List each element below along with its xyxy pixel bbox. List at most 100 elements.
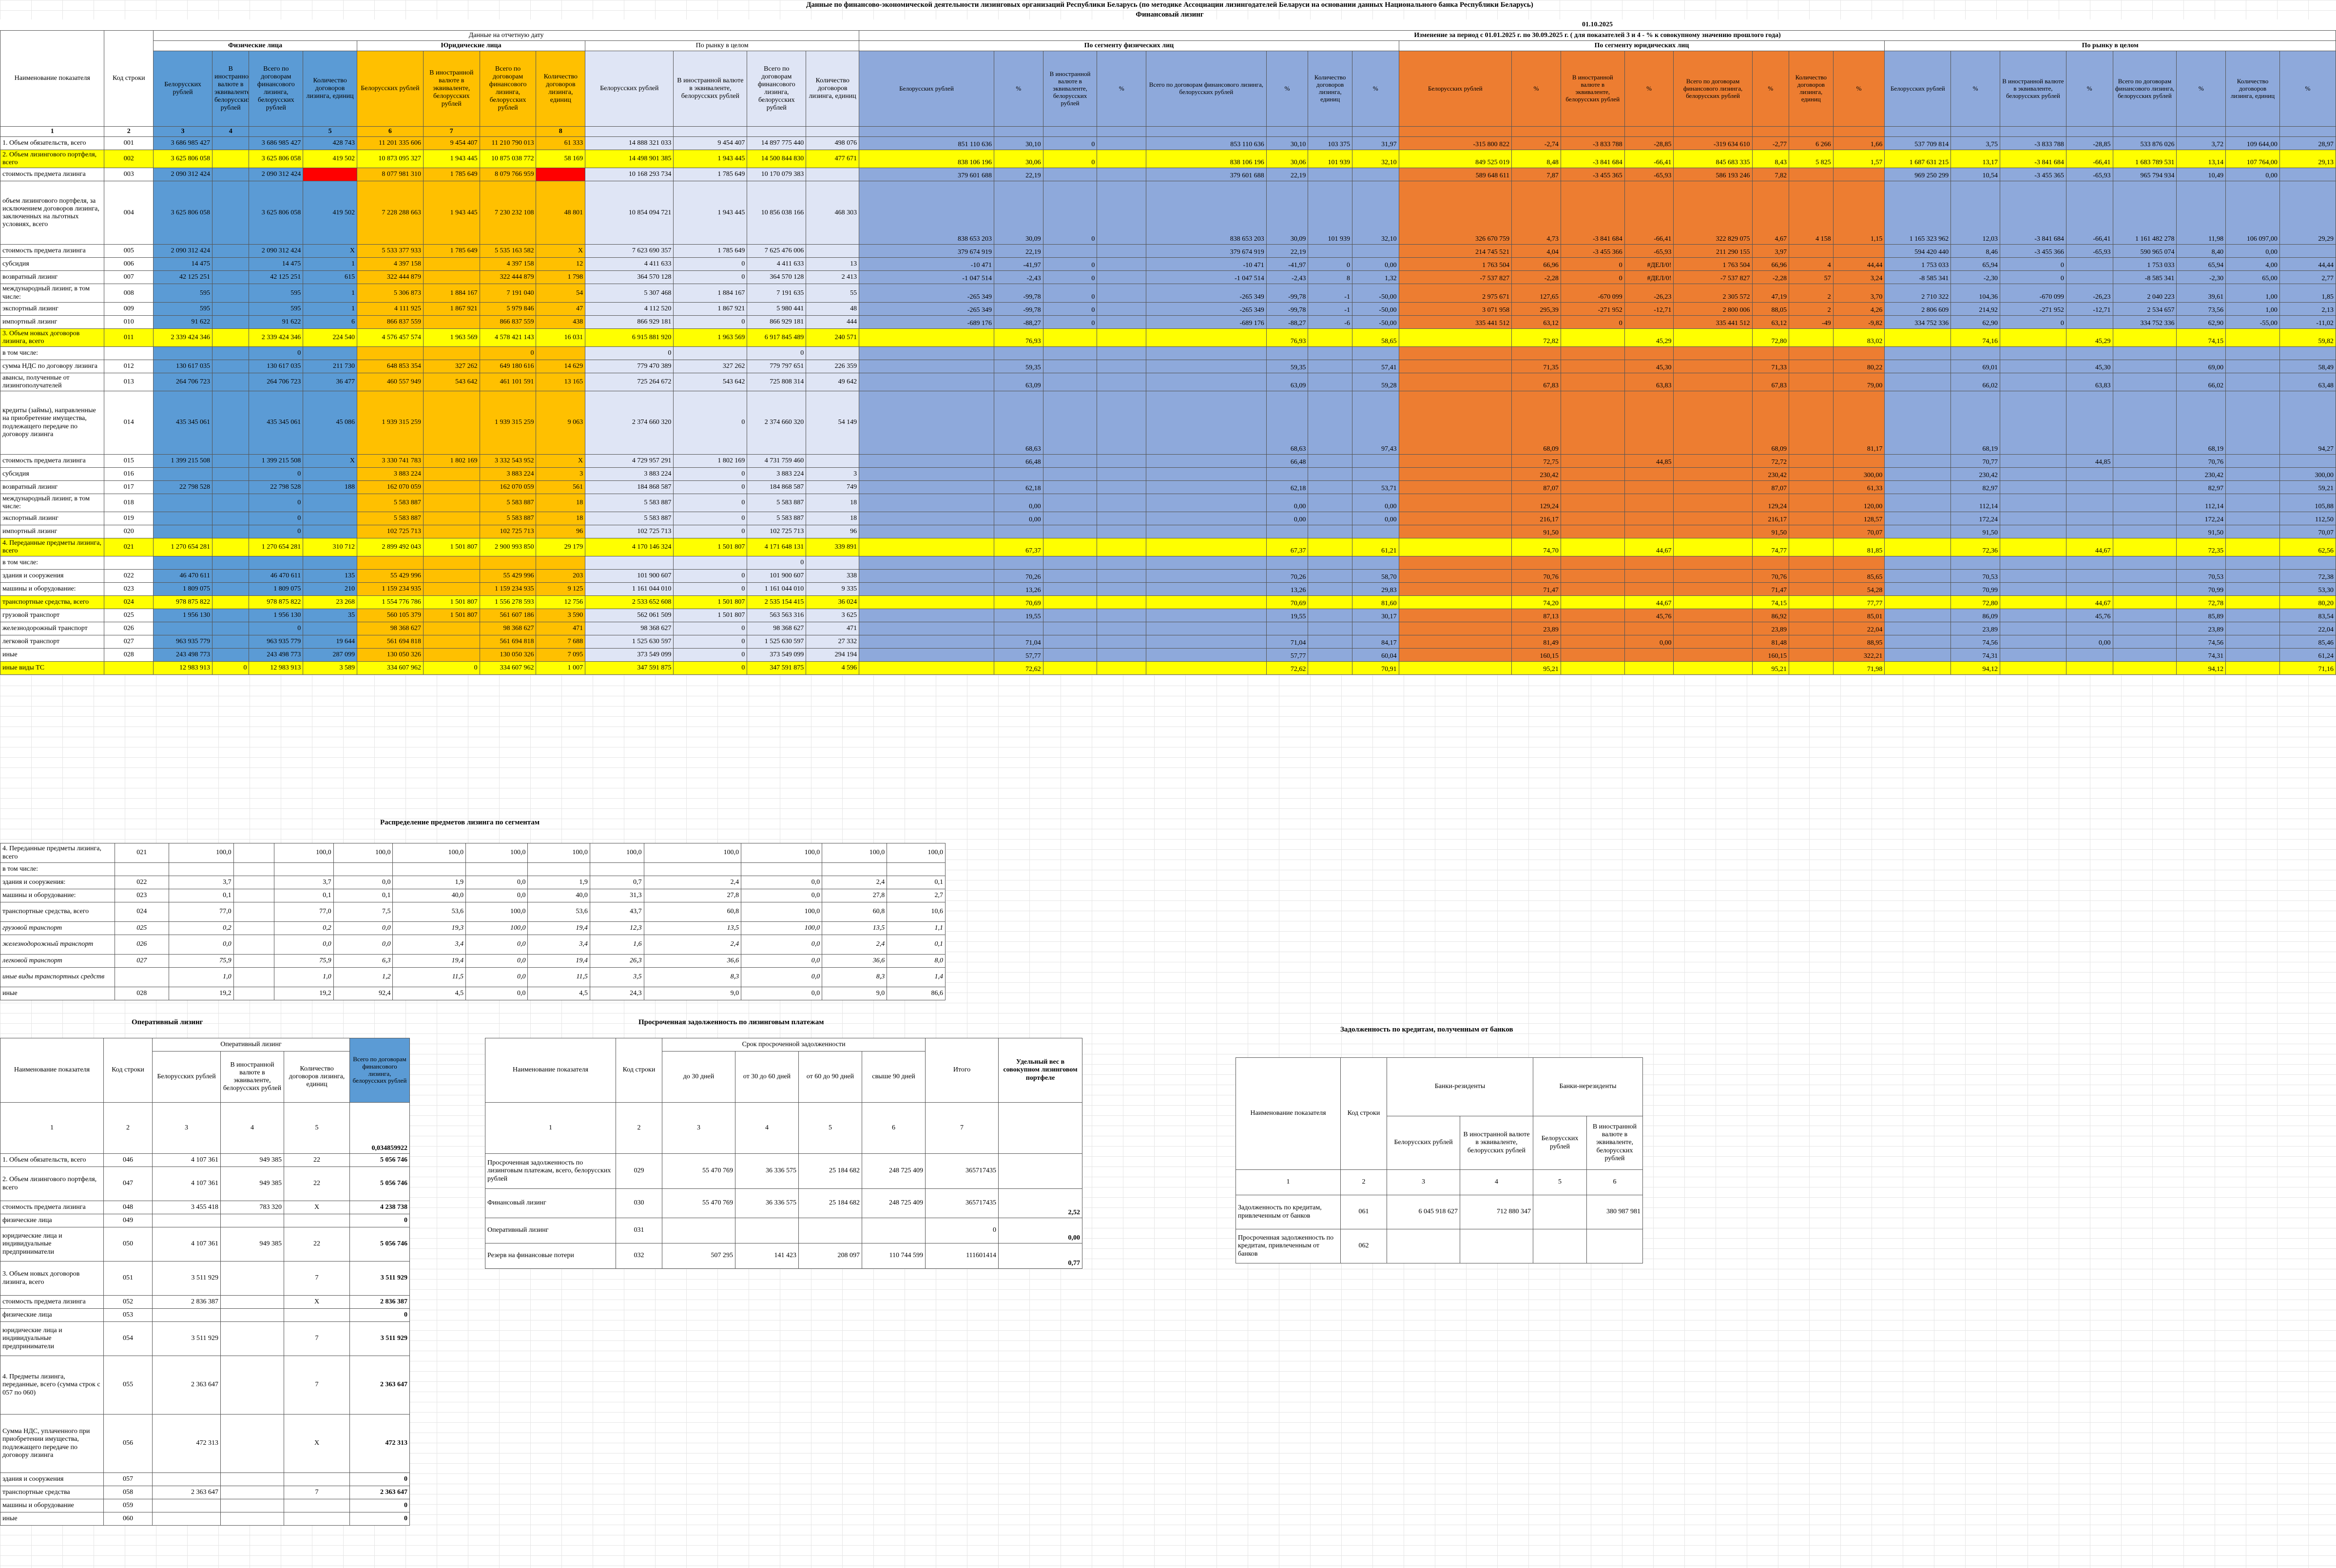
change-cell[interactable]: 105,88 — [2279, 494, 2336, 513]
change-cell[interactable] — [1351, 467, 1399, 481]
value-cell[interactable]: 7 — [283, 1356, 350, 1415]
row-label[interactable]: машины и оборудование — [0, 1499, 104, 1512]
value-cell[interactable]: 1 802 169 — [423, 454, 480, 468]
value-cell[interactable]: 22 — [283, 1166, 350, 1201]
change-cell[interactable]: 0 — [1560, 315, 1625, 329]
row-label[interactable]: 4. Переданные предметы лизинга, всего — [0, 538, 105, 557]
value-cell[interactable]: 1 556 278 593 — [479, 595, 537, 610]
change-cell[interactable] — [1398, 622, 1512, 636]
change-cell[interactable]: -99,78 — [1266, 302, 1309, 316]
value-cell[interactable]: 595 — [153, 302, 212, 316]
row-label[interactable]: юридические лица и индивидуальные предпр… — [0, 1321, 104, 1356]
change-cell[interactable] — [1043, 168, 1098, 182]
value-cell[interactable]: X — [283, 1295, 350, 1309]
change-cell[interactable] — [1266, 346, 1309, 360]
change-cell[interactable] — [1884, 454, 1951, 468]
change-cell[interactable]: -265 349 — [859, 284, 994, 303]
change-cell[interactable] — [1624, 556, 1674, 570]
table-cell[interactable]: 0,034859922 — [349, 1102, 410, 1154]
value-cell[interactable]: 1 785 649 — [423, 168, 480, 182]
change-cell[interactable]: 101 939 — [1308, 150, 1352, 169]
value-cell[interactable]: 9,0 — [643, 987, 742, 1000]
change-cell[interactable] — [1999, 569, 2066, 583]
value-cell[interactable]: 0 — [673, 622, 748, 636]
value-cell[interactable]: 4 596 — [806, 661, 860, 675]
table-cell[interactable] — [479, 126, 537, 137]
change-cell[interactable] — [2112, 569, 2177, 583]
value-cell[interactable]: 0,1 — [887, 935, 946, 955]
change-cell[interactable]: 2 800 006 — [1673, 302, 1753, 316]
change-cell[interactable]: 74,16 — [1950, 328, 2000, 347]
change-cell[interactable]: 71,04 — [1266, 635, 1309, 649]
value-cell[interactable]: 1 956 130 — [249, 609, 304, 623]
row-label[interactable]: стоимость предмета лизинга — [0, 168, 105, 182]
value-cell[interactable]: 22 798 528 — [153, 480, 212, 495]
row-label[interactable]: иные виды транспортных средств — [0, 967, 115, 987]
change-cell[interactable]: 85,65 — [1833, 569, 1885, 583]
change-cell[interactable]: 537 709 814 — [1884, 136, 1951, 151]
change-cell[interactable] — [993, 346, 1043, 360]
change-cell[interactable]: 0 — [1308, 257, 1352, 271]
change-cell[interactable]: 32,10 — [1351, 150, 1399, 169]
value-cell[interactable]: 100,0 — [741, 902, 823, 922]
change-cell[interactable]: 22,19 — [993, 168, 1043, 182]
change-cell[interactable] — [1752, 346, 1790, 360]
change-cell[interactable] — [1097, 512, 1147, 526]
value-cell[interactable]: 19,2 — [273, 987, 334, 1000]
value-cell[interactable]: 248 725 409 — [861, 1188, 926, 1218]
change-cell[interactable] — [1308, 622, 1352, 636]
row-label[interactable]: 2. Объем лизингового портфеля, всего — [0, 150, 105, 169]
value-cell[interactable]: 5 583 887 — [356, 494, 424, 513]
change-cell[interactable] — [2066, 391, 2113, 455]
change-cell[interactable]: 230,42 — [2176, 467, 2226, 481]
change-cell[interactable]: 8,46 — [1950, 244, 2000, 258]
change-cell[interactable] — [1097, 346, 1147, 360]
value-cell[interactable]: 6 915 881 920 — [585, 328, 674, 347]
change-cell[interactable] — [1398, 661, 1512, 675]
value-cell[interactable]: 1 501 807 — [423, 595, 480, 610]
value-cell[interactable]: 162 070 059 — [479, 480, 537, 495]
change-cell[interactable]: -3 455 365 — [1560, 168, 1625, 182]
change-cell[interactable] — [1146, 372, 1267, 392]
change-cell[interactable] — [993, 556, 1043, 570]
value-cell[interactable]: 3 625 806 058 — [153, 150, 212, 169]
col-header-change-pct[interactable]: % — [1950, 51, 2000, 127]
change-cell[interactable]: -2,30 — [1950, 270, 2000, 285]
value-cell[interactable]: 23 268 — [303, 595, 357, 610]
value-cell[interactable] — [423, 512, 480, 526]
change-cell[interactable]: 63,48 — [2279, 372, 2336, 392]
group-header-operating[interactable]: Оперативный лизинг — [152, 1038, 350, 1052]
change-cell[interactable]: 82,97 — [2176, 480, 2226, 495]
change-cell[interactable]: 1,00 — [2225, 284, 2280, 303]
value-cell[interactable]: 963 935 779 — [153, 635, 212, 649]
change-cell[interactable]: -12,71 — [1624, 302, 1674, 316]
change-cell[interactable]: 67,83 — [1752, 372, 1790, 392]
change-cell[interactable] — [1789, 346, 1834, 360]
row-code[interactable]: 006 — [104, 257, 154, 271]
change-cell[interactable] — [2225, 454, 2280, 468]
value-cell[interactable]: 364 570 128 — [747, 270, 807, 285]
value-cell[interactable]: 1 867 921 — [423, 302, 480, 316]
col-header-change-pct[interactable]: % — [993, 51, 1043, 127]
table-cell[interactable]: 4 — [220, 1102, 284, 1154]
change-cell[interactable]: 851 110 636 — [859, 136, 994, 151]
change-cell[interactable]: 65,94 — [2176, 257, 2226, 271]
change-cell[interactable]: 838 106 196 — [1146, 150, 1267, 169]
change-cell[interactable] — [1308, 359, 1352, 373]
value-cell[interactable]: 9 454 407 — [423, 136, 480, 151]
value-cell[interactable]: 7 688 — [536, 635, 586, 649]
value-cell[interactable]: 3 686 985 427 — [249, 136, 304, 151]
value-cell[interactable] — [303, 467, 357, 481]
change-cell[interactable] — [1308, 391, 1352, 455]
value-cell[interactable]: 0 — [673, 661, 748, 675]
value-cell[interactable] — [423, 556, 480, 570]
value-cell[interactable]: 5 583 887 — [747, 494, 807, 513]
change-cell[interactable]: 30,17 — [1351, 609, 1399, 623]
change-cell[interactable] — [1398, 648, 1512, 662]
table-cell[interactable] — [585, 126, 674, 137]
change-cell[interactable]: 84,17 — [1351, 635, 1399, 649]
change-cell[interactable]: 83,54 — [2279, 609, 2336, 623]
change-cell[interactable]: 94,12 — [1950, 661, 2000, 675]
change-cell[interactable] — [1146, 635, 1267, 649]
change-cell[interactable]: 87,07 — [1511, 480, 1561, 495]
